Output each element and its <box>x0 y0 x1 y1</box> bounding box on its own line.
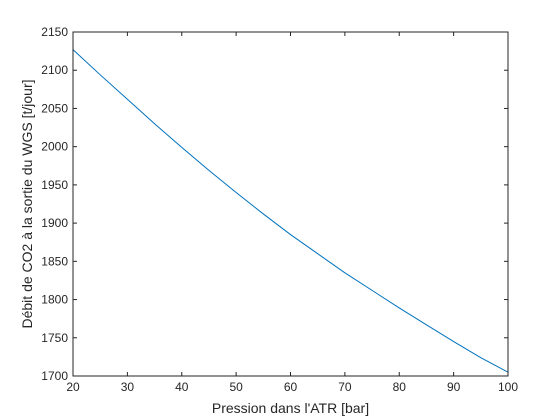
x-tick-label: 100 <box>498 380 518 394</box>
y-axis: 1700 1750 1800 1850 1900 1950 2000 2050 2100 2150 <box>41 25 508 383</box>
x-tick-label: 60 <box>284 380 298 394</box>
x-tick-label: 80 <box>393 380 407 394</box>
x-axis: 20 30 40 50 60 70 80 90 100 <box>66 32 518 394</box>
y-tick-label: 2100 <box>41 63 68 77</box>
x-tick-label: 90 <box>447 380 461 394</box>
y-tick-label: 1700 <box>41 369 68 383</box>
series-line <box>72 49 509 373</box>
x-tick-label: 30 <box>121 380 135 394</box>
y-tick-label: 2150 <box>41 25 68 39</box>
y-tick-label: 2050 <box>41 101 68 115</box>
x-tick-label: 50 <box>229 380 243 394</box>
y-tick-label: 1900 <box>41 216 68 230</box>
y-tick-label: 1950 <box>41 178 68 192</box>
y-tick-label: 1750 <box>41 331 68 345</box>
x-tick-label: 40 <box>175 380 189 394</box>
series-layer <box>72 49 509 373</box>
y-tick-label: 1800 <box>41 293 68 307</box>
y-axis-label: Débit de CO2 à la sortie du WGS [t/jour] <box>19 80 35 329</box>
x-axis-label: Pression dans l'ATR [bar] <box>212 400 369 416</box>
y-tick-label: 1850 <box>41 254 68 268</box>
x-tick-label: 70 <box>338 380 352 394</box>
plot-background <box>73 32 508 376</box>
x-tick-label: 20 <box>66 380 80 394</box>
y-tick-label: 2000 <box>41 140 68 154</box>
